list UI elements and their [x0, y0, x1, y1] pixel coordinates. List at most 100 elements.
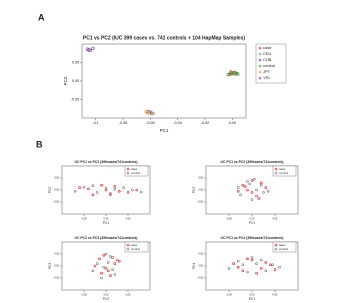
chart-title: PC1 vs PC2 (IUC 399 cases vs. 741 contro…: [83, 35, 245, 41]
point: [255, 262, 258, 265]
x-tick-label: 0.05: [126, 218, 131, 221]
legend-marker: [126, 243, 130, 247]
y-tick-label: 0.05: [198, 177, 203, 180]
legend-label: control: [131, 171, 140, 175]
point: [250, 198, 254, 201]
point: [100, 271, 103, 275]
point: [82, 185, 86, 189]
point: [264, 186, 268, 189]
point: [106, 261, 110, 264]
point: [106, 269, 110, 273]
legend-label: CHB: [263, 57, 272, 62]
panel-label: B: [36, 139, 43, 149]
point: [100, 183, 103, 187]
x-axis-label: PC2: [103, 297, 109, 301]
point: [241, 183, 245, 187]
point: [126, 191, 130, 194]
x-tick-label: -0.08: [119, 121, 127, 125]
y-axis-label: PC2: [63, 76, 68, 85]
panel-label: A: [38, 12, 45, 22]
x-tick-label: 0.00: [104, 294, 109, 297]
point: [236, 259, 240, 263]
chart-title: UC PC1 vs PC4 (399cases/741controls): [221, 236, 284, 240]
point: [113, 185, 117, 188]
point: [109, 274, 112, 277]
y-tick-label: 0.00: [54, 189, 59, 192]
point: [95, 262, 99, 265]
point: [236, 72, 240, 76]
legend-box: [255, 43, 287, 84]
point: [135, 188, 139, 192]
point: [91, 269, 95, 273]
point: [232, 262, 235, 265]
y-axis-label: PC2: [48, 187, 52, 193]
y-tick-label: 0.00: [198, 189, 203, 192]
point: [243, 185, 247, 188]
chart-title: UC PC1 vs PC3 (399cases/741controls): [221, 160, 284, 164]
point: [255, 194, 258, 198]
point: [109, 193, 112, 197]
point: [91, 46, 95, 51]
y-tick-label: -0.05: [71, 97, 79, 101]
legend-marker: [258, 76, 262, 80]
y-tick-label: -0.05: [198, 277, 204, 280]
point: [239, 193, 242, 197]
legend-marker: [258, 58, 262, 62]
legend-marker: [126, 247, 130, 251]
x-tick-label: -0.1: [92, 121, 98, 125]
x-tick-label: -0.05: [226, 218, 232, 221]
legend-marker: [258, 64, 262, 68]
point: [250, 179, 254, 182]
legend-marker: [126, 171, 130, 175]
chart-title: UC PC1 vs PC2 (399cases/741controls): [75, 160, 138, 164]
point: [233, 70, 237, 75]
chart-title: UC PC2 vs PC3 (399cases/741controls): [75, 236, 138, 240]
point: [236, 189, 240, 193]
point: [104, 186, 108, 190]
point: [144, 109, 148, 114]
point: [255, 271, 258, 275]
point: [259, 181, 263, 185]
x-axis-label: PC1: [249, 297, 255, 301]
point: [100, 276, 103, 280]
point: [88, 48, 92, 52]
x-tick-label: 0.00: [250, 294, 255, 297]
point: [151, 111, 155, 116]
x-axis-label: PC1: [103, 221, 109, 225]
legend-marker: [274, 171, 278, 175]
x-axis-label: PC1: [249, 221, 255, 225]
point: [246, 257, 249, 261]
point: [117, 259, 121, 263]
x-tick-label: -0.05: [81, 294, 87, 297]
x-tick-label: -0.05: [226, 294, 232, 297]
point: [273, 268, 277, 271]
x-tick-label: -0.02: [201, 121, 209, 125]
legend-marker: [258, 46, 262, 50]
y-tick-label: -0.05: [198, 201, 204, 204]
legend-marker: [258, 52, 262, 56]
y-tick-label: 0.00: [198, 265, 203, 268]
legend-label: control: [279, 247, 288, 251]
x-tick-label: 0.05: [273, 218, 278, 221]
x-tick-label: -0.04: [173, 121, 181, 125]
point: [87, 187, 90, 191]
legend-label: YRI: [263, 75, 270, 80]
point: [91, 184, 95, 187]
legend-label: case: [131, 243, 138, 247]
point: [109, 192, 112, 195]
point: [257, 197, 261, 200]
legend-label: case: [279, 243, 286, 247]
point: [250, 256, 254, 259]
x-tick-label: 0.00: [250, 218, 255, 221]
point: [248, 182, 251, 186]
x-tick-label: 0.00: [104, 218, 109, 221]
point: [226, 73, 230, 77]
point: [259, 267, 263, 270]
point: [264, 261, 268, 264]
point: [227, 267, 231, 270]
point: [122, 186, 125, 189]
point: [246, 180, 249, 183]
point: [259, 183, 263, 187]
x-tick-label: 0.05: [126, 294, 131, 297]
